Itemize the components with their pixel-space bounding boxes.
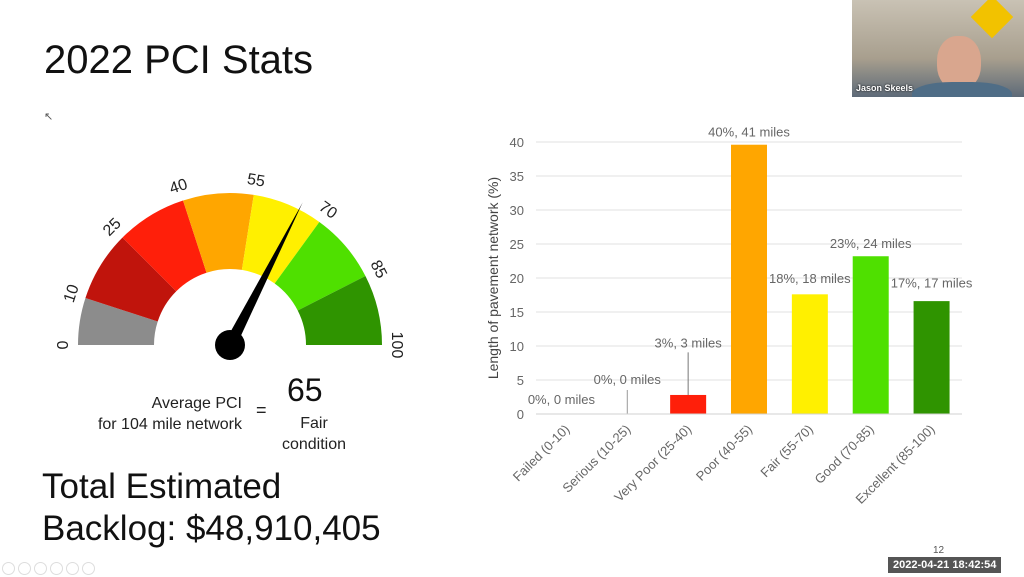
y-tick-label: 15	[510, 305, 524, 320]
bar	[670, 394, 707, 414]
y-axis-title: Length of pavement network (%)	[485, 177, 501, 379]
gauge-tick-label: 0	[55, 340, 72, 349]
gauge-needle-hub	[215, 330, 245, 360]
condition-line2: condition	[281, 436, 347, 453]
pen-icon[interactable]	[34, 562, 47, 575]
slide-title: 2022 PCI Stats	[44, 38, 314, 82]
backlog-line2: Backlog: $48,910,405	[42, 509, 381, 548]
recording-timestamp: 2022-04-21 18:42:54	[888, 557, 1002, 573]
data-label: 17%, 17 miles	[891, 276, 973, 291]
gauge-segment	[297, 275, 382, 345]
average-pci-value: 65	[287, 372, 323, 408]
participant-shirt	[912, 82, 1012, 97]
bar	[852, 256, 889, 414]
condition-line1: Fair	[300, 415, 328, 432]
previous-icon[interactable]	[2, 562, 15, 575]
data-label: 3%, 3 miles	[655, 335, 723, 350]
y-tick-label: 35	[510, 169, 524, 184]
slides-icon[interactable]	[50, 562, 63, 575]
avg-label-line2: for 104 mile network	[97, 416, 242, 433]
page-number: 12	[933, 545, 945, 556]
participant-name: Jason Skeels	[856, 83, 914, 93]
condition-label: Fair condition	[274, 413, 354, 455]
gauge-segment	[183, 193, 254, 273]
gauge-segment	[274, 222, 366, 311]
data-label: 0%, 0 miles	[528, 392, 596, 407]
bar	[913, 301, 950, 414]
gauge-tick-label: 40	[168, 176, 190, 198]
slideshow-toolbar	[2, 562, 95, 575]
y-tick-label: 10	[510, 339, 524, 354]
y-tick-label: 30	[510, 203, 524, 218]
gauge-tick-label: 55	[246, 171, 266, 191]
avg-label-line1: Average PCI	[151, 395, 242, 412]
x-tick-label: Poor (40-55)	[693, 422, 755, 484]
more-icon[interactable]	[82, 562, 95, 575]
bar	[791, 294, 828, 414]
y-tick-label: 5	[517, 373, 524, 388]
data-label: 0%, 0 miles	[594, 372, 662, 387]
gauge-segment	[241, 194, 320, 284]
x-tick-label: Fair (55-70)	[757, 422, 816, 481]
gauge-segment	[78, 298, 158, 345]
gauge-tick-label: 85	[367, 258, 390, 282]
backlog-line1: Total Estimated	[42, 467, 282, 506]
gauge-tick-label: 100	[388, 332, 405, 359]
data-label: 23%, 24 miles	[830, 236, 912, 251]
y-tick-label: 40	[510, 135, 524, 150]
pci-gauge: 0 10 25 40 55 70 85 100	[55, 171, 405, 360]
webcam-video[interactable]: Jason Skeels	[852, 0, 1024, 97]
bar	[731, 144, 767, 414]
gauge-tick-label: 10	[61, 282, 83, 304]
x-tick-label: Good (70-85)	[812, 422, 877, 487]
participant-head	[937, 36, 981, 90]
x-tick-label: Failed (0-10)	[510, 422, 573, 485]
equals-sign: =	[256, 400, 267, 420]
backlog-text: Total Estimated Backlog: $48,910,405	[42, 466, 381, 550]
next-icon[interactable]	[18, 562, 31, 575]
data-label: 40%, 41 miles	[708, 125, 790, 140]
y-tick-label: 20	[510, 271, 524, 286]
gauge-segment	[85, 237, 177, 322]
pci-distribution-chart: 0 5 10 15 20 25 30 35 40 Length of pavement netwo…	[485, 125, 973, 507]
gauge-tick-label: 70	[316, 198, 340, 222]
y-tick-label: 25	[510, 237, 524, 252]
data-label: 18%, 18 miles	[769, 271, 851, 286]
gauge-needle	[224, 202, 303, 348]
average-pci-label: Average PCI for 104 mile network	[60, 393, 242, 435]
gauge-tick-label: 25	[100, 215, 125, 240]
y-tick-label: 0	[517, 407, 524, 422]
cow-sign	[970, 0, 1014, 39]
mouse-cursor-icon: ↖	[44, 111, 54, 123]
zoom-icon[interactable]	[66, 562, 79, 575]
gauge-segment	[122, 200, 207, 292]
